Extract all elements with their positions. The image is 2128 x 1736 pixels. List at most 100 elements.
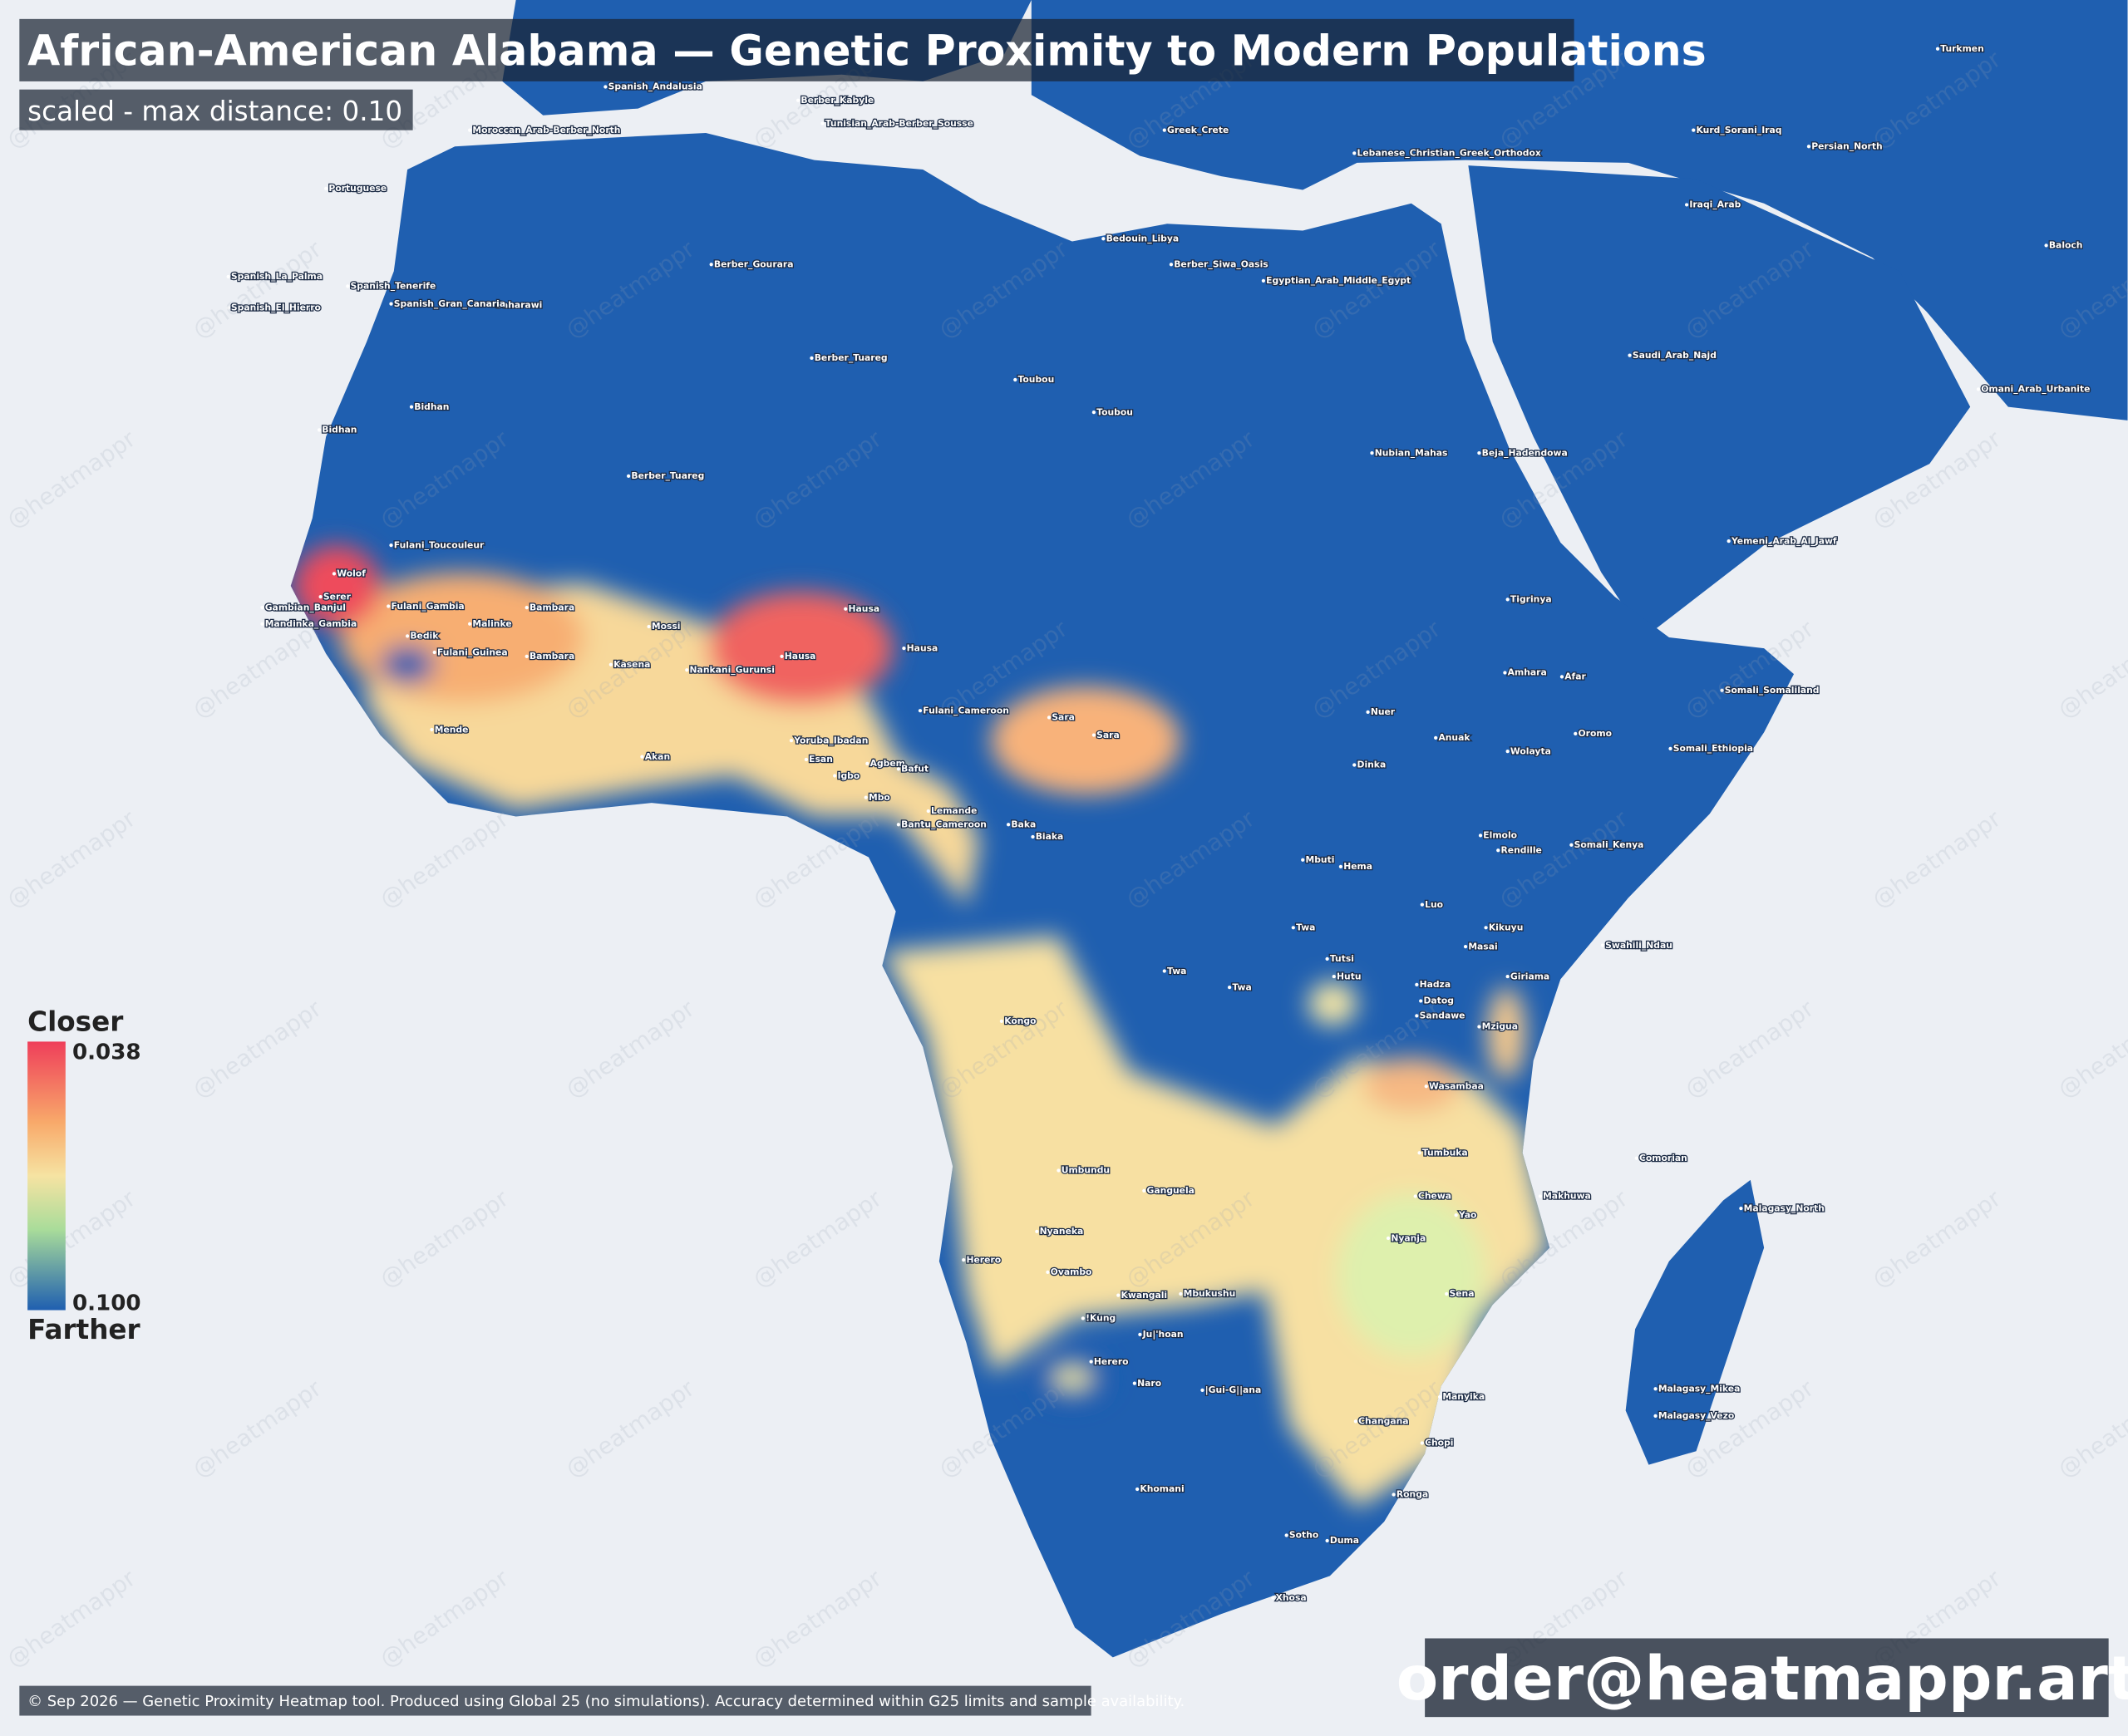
place-label: Sena xyxy=(1449,1288,1474,1299)
place-dot xyxy=(1142,1188,1146,1193)
place-dot xyxy=(1720,688,1724,692)
place-dot xyxy=(896,823,901,827)
place-dot xyxy=(1420,1441,1424,1445)
place-label: Wolayta xyxy=(1510,745,1551,756)
place-dot xyxy=(1727,539,1731,543)
place-label: Spanish_Gran_Canaria xyxy=(394,298,505,309)
legend-top-label: Closer xyxy=(27,1006,123,1037)
place-dot xyxy=(1006,823,1011,827)
place-dot xyxy=(1684,203,1689,207)
place-dot xyxy=(1227,985,1232,990)
place-dot xyxy=(709,263,713,267)
place-label: |Gui-G||ana xyxy=(1205,1384,1262,1395)
place-dot xyxy=(603,85,608,89)
place-dot xyxy=(1169,263,1174,267)
place-label: Ovambo xyxy=(1051,1266,1092,1277)
place-dot xyxy=(1089,1360,1093,1364)
place-dot xyxy=(1417,1151,1421,1155)
legend-min: 0.038 xyxy=(72,1040,141,1065)
place-dot xyxy=(1505,974,1510,979)
place-dot xyxy=(389,543,393,548)
title: African-American Alabama — Genetic Proxi… xyxy=(27,26,1707,75)
place-dot xyxy=(685,668,689,672)
place-label: Changana xyxy=(1358,1416,1408,1427)
place-dot xyxy=(1574,731,1578,736)
place-label: Malagasy_North xyxy=(1744,1202,1825,1213)
place-label: Makhuwa xyxy=(1543,1191,1591,1202)
place-dot xyxy=(647,624,651,629)
place-dot xyxy=(1135,1487,1140,1492)
place-label: Wasambaa xyxy=(1429,1081,1484,1092)
place-label: Yemeni_Arab_Al_Jawf xyxy=(1731,535,1837,546)
place-dot xyxy=(1505,598,1510,602)
place-dot xyxy=(1653,1414,1658,1418)
contact: order@heatmappr.art xyxy=(1396,1644,2128,1714)
place-label: Duma xyxy=(1330,1535,1359,1546)
title-bg xyxy=(19,18,1574,81)
place-label: Berber_Tuareg xyxy=(815,352,888,363)
place-label: Xhosa xyxy=(1276,1592,1307,1603)
place-dot xyxy=(1538,1194,1542,1198)
place-dot xyxy=(999,1019,1004,1024)
place-dot xyxy=(226,306,230,310)
place-label: Bedouin_Libya xyxy=(1106,234,1180,244)
place-dot xyxy=(1806,145,1811,149)
place-dot xyxy=(1046,1270,1050,1274)
place-dot xyxy=(490,303,495,307)
place-dot xyxy=(430,727,434,732)
place-label: Mende xyxy=(435,724,469,735)
place-label: Biaka xyxy=(1036,831,1064,842)
footer-bg xyxy=(19,1685,1091,1716)
place-dot xyxy=(1057,1168,1061,1173)
place-label: Berber_Tuareg xyxy=(631,470,704,481)
place-dot xyxy=(1653,1387,1658,1391)
place-label: Nankani_Gurunsi xyxy=(690,664,775,675)
place-label: Mbuti xyxy=(1306,854,1335,865)
place-dot xyxy=(1284,1533,1288,1537)
place-label: Bedik xyxy=(410,631,439,642)
place-dot xyxy=(640,755,644,759)
land-arabia xyxy=(1468,165,1971,638)
place-label: Sandawe xyxy=(1420,1011,1465,1021)
place-label: Khomani xyxy=(1140,1483,1184,1494)
place-dot xyxy=(332,572,337,576)
place-dot xyxy=(1271,1596,1275,1600)
place-label: Manyika xyxy=(1442,1391,1485,1402)
place-dot xyxy=(918,709,923,713)
place-dot xyxy=(1332,974,1336,979)
place-dot xyxy=(1301,858,1305,862)
place-dot xyxy=(1692,128,1696,132)
place-dot xyxy=(1600,943,1605,947)
place-dot xyxy=(1200,1388,1204,1392)
place-dot xyxy=(318,594,323,599)
place-dot xyxy=(796,98,800,102)
place-label: Toubou xyxy=(1018,374,1055,385)
place-label: Masai xyxy=(1468,941,1497,952)
place-dot xyxy=(387,604,391,608)
place-dot xyxy=(810,356,814,360)
place-label: Spanish_Andalusia xyxy=(608,81,702,92)
land-eurasia xyxy=(1031,0,2128,420)
place-dot xyxy=(1415,982,1419,986)
place-dot xyxy=(1437,1394,1442,1399)
place-dot xyxy=(1559,675,1564,679)
place-label: Mbukushu xyxy=(1184,1288,1236,1299)
place-label: Mzigua xyxy=(1482,1021,1518,1032)
place-label: Agbem xyxy=(870,758,905,769)
place-dot xyxy=(1035,1229,1039,1234)
place-label: Swahili_Ndau xyxy=(1605,940,1672,951)
place-label: Umbundu xyxy=(1062,1165,1110,1176)
place-dot xyxy=(2044,243,2048,248)
place-dot xyxy=(902,646,906,651)
place-label: Datog xyxy=(1423,996,1453,1006)
place-label: Igbo xyxy=(837,770,860,781)
place-dot xyxy=(1434,735,1438,740)
place-label: Hutu xyxy=(1337,971,1361,981)
place-dot xyxy=(804,757,809,762)
place-label: Berber_Gourara xyxy=(714,259,794,270)
place-label: Sotho xyxy=(1289,1530,1318,1541)
place-label: Saudi_Arab_Najd xyxy=(1633,350,1717,361)
place-dot xyxy=(1668,746,1672,751)
place-dot xyxy=(1352,151,1357,155)
